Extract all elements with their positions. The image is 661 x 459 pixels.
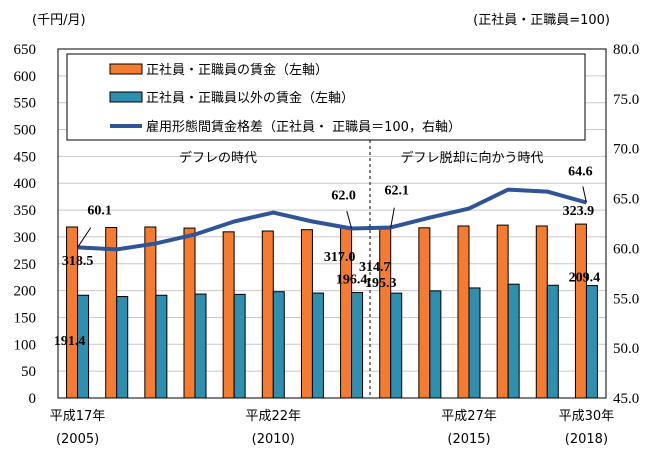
left-tick-label: 300 [14, 230, 37, 246]
bar-nonregular-2014 [429, 290, 442, 399]
legend-box [66, 53, 586, 141]
x-tick-label-year: (2005) [56, 432, 99, 447]
data-label: 318.5 [62, 254, 94, 269]
bar-nonregular-2018 [585, 285, 598, 399]
bar-nonregular-2006 [116, 296, 129, 399]
data-label: 62.1 [384, 183, 409, 198]
leader-line [346, 210, 353, 229]
leader-line [77, 227, 92, 248]
right-tick-label: 80.0 [613, 42, 639, 58]
bar-nonregular-2015 [468, 287, 481, 399]
data-label: 60.1 [87, 203, 112, 218]
left-tick-label: 350 [14, 203, 37, 219]
left-tick-label: 400 [14, 176, 37, 192]
x-tick-label-era: 平成27年 [441, 409, 497, 424]
data-label: 196.4 [336, 273, 368, 288]
data-label: 64.6 [568, 165, 593, 180]
bar-regular-2013 [379, 228, 392, 399]
ratio-line [77, 187, 587, 252]
right-tick-label: 65.0 [613, 192, 639, 208]
left-axis-label: (千円/月) [32, 13, 86, 28]
left-tick-label: 100 [14, 337, 37, 353]
left-tick-label: 0 [29, 391, 37, 407]
bar-nonregular-2007 [155, 294, 168, 399]
x-tick-label-year: (2010) [252, 432, 295, 447]
bar-regular-2010 [261, 230, 274, 399]
bar-regular-2015 [457, 225, 470, 399]
bar-nonregular-2008 [194, 293, 207, 399]
left-tick-label: 200 [14, 284, 37, 300]
right-tick-label: 50.0 [613, 341, 639, 357]
data-label: 62.0 [331, 188, 356, 203]
bar-regular-2016 [496, 224, 509, 399]
x-tick-label-era: 平成17年 [50, 409, 106, 424]
right-tick-label: 70.0 [613, 142, 639, 158]
data-label: 209.4 [569, 271, 601, 286]
bar-regular-2006 [105, 227, 118, 399]
legend: 正社員・正職員の賃金（左軸） 正社員・正職員以外の賃金（左軸） 雇用形態間賃金格… [66, 53, 586, 141]
leader-line [390, 207, 395, 228]
bar-nonregular-2011 [311, 292, 324, 399]
bar-nonregular-2013 [390, 292, 403, 399]
bar-nonregular-2005 [77, 294, 90, 399]
bar-regular-2018 [574, 223, 587, 399]
data-label: 314.7 [359, 260, 391, 275]
right-tick-label: 55.0 [613, 291, 639, 307]
right-tick-label: 60.0 [613, 241, 639, 257]
left-tick-label: 600 [14, 69, 37, 85]
left-tick-label: 250 [14, 257, 37, 273]
x-tick-label-year: (2015) [447, 432, 490, 447]
legend-swatch-nonregular [109, 91, 143, 103]
legend-nonregular: 正社員・正職員以外の賃金（左軸） [146, 90, 354, 106]
right-tick-label: 75.0 [613, 92, 639, 108]
data-label: 323.9 [563, 204, 595, 219]
right-axis-label: (正社員・正職員=100) [473, 12, 610, 28]
bar-regular-2011 [300, 229, 313, 399]
bar-nonregular-2012 [351, 292, 364, 399]
leader-line [582, 186, 587, 203]
bar-regular-2009 [222, 231, 235, 399]
x-tick-label-era: 平成22年 [246, 409, 302, 424]
left-tick-label: 50 [21, 364, 36, 380]
legend-ratio: 雇用形態間賃金格差（正社員・ 正職員＝100，右軸） [146, 119, 461, 135]
x-tick-label-era: 平成30年 [559, 409, 615, 424]
bar-regular-2008 [183, 227, 196, 399]
data-label: 317.0 [324, 250, 356, 265]
data-label: 195.3 [365, 276, 397, 291]
bar-nonregular-2016 [507, 283, 520, 399]
left-tick-label: 500 [14, 123, 37, 139]
period1-label: デフレの時代 [179, 150, 257, 166]
left-tick-label: 550 [14, 96, 37, 112]
left-tick-label: 450 [14, 149, 37, 165]
left-tick-label: 150 [14, 310, 37, 326]
bar-nonregular-2010 [272, 291, 285, 399]
right-tick-label: 45.0 [613, 391, 639, 407]
bar-regular-2014 [418, 227, 431, 399]
legend-swatch-regular [109, 63, 143, 75]
bar-regular-2005 [66, 226, 79, 399]
legend-regular: 正社員・正職員の賃金（左軸） [146, 62, 328, 78]
bar-regular-2007 [144, 226, 157, 399]
left-tick-label: 650 [14, 42, 37, 58]
plot-frame [57, 48, 607, 399]
bar-regular-2017 [535, 225, 548, 399]
bar-nonregular-2017 [546, 284, 559, 399]
x-tick-label-year: (2018) [565, 432, 608, 447]
bar-nonregular-2009 [233, 293, 246, 399]
period2-label: デフレ脱却に向かう時代 [400, 150, 543, 166]
data-label: 191.4 [54, 334, 86, 349]
